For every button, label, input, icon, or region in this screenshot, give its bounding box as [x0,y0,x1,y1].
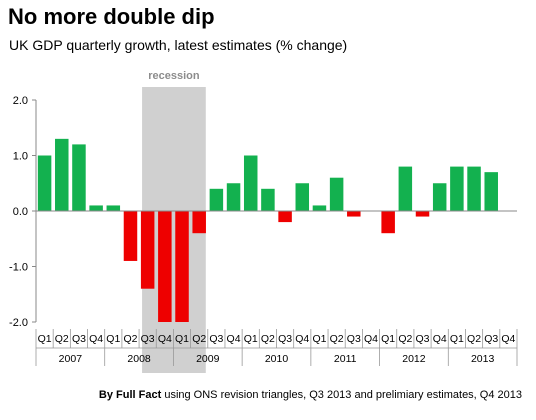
bar-2011-q2 [329,177,344,211]
bar-2010-q2 [261,188,275,211]
bar-2009-q1 [175,211,189,322]
bar-2008-q2 [123,211,138,261]
year-label: 2011 [334,353,357,365]
quarter-label: Q1 [244,333,258,345]
bar-2013-q1 [450,166,464,211]
y-tick-label: 0.0 [13,206,28,218]
source-detail: using ONS revision triangles, Q3 2013 an… [161,389,522,401]
bar-2013-q2 [467,166,481,211]
quarter-label: Q1 [106,333,120,345]
bar-2008-q3 [140,211,155,289]
bar-2009-q2 [192,211,206,234]
year-label: 2012 [402,353,426,365]
quarter-label: Q3 [72,333,86,345]
chart-subtitle: UK GDP quarterly growth, latest estimate… [9,37,348,53]
bar-2012-q4 [432,183,447,211]
quarter-label: Q1 [312,333,326,345]
quarter-label: Q4 [158,333,172,345]
quarter-label: Q2 [192,333,206,345]
quarter-label: Q2 [398,333,412,345]
bar-2011-q3 [347,211,361,217]
bar-2011-q1 [312,205,327,211]
quarter-label: Q4 [89,333,103,345]
bar-2007-q2 [55,138,69,211]
source-note: By Full Fact using ONS revision triangle… [99,389,522,401]
bar-2010-q4 [295,183,310,211]
bar-2010-q3 [278,211,292,223]
year-label: 2013 [471,353,495,365]
y-tick-label: 2.0 [13,95,28,107]
quarter-label: Q4 [227,333,241,345]
year-label: 2009 [196,353,220,365]
quarter-label: Q2 [467,333,481,345]
quarter-label: Q4 [501,333,515,345]
bar-2012-q2 [398,166,413,211]
bar-2013-q3 [484,172,498,211]
source-author: By Full Fact [98,389,162,401]
quarter-label: Q1 [175,333,189,345]
y-tick-label: -1.0 [9,262,28,274]
bar-2012-q1 [381,211,395,234]
y-tick-label: -2.0 [9,317,28,329]
bar-2007-q1 [37,155,52,211]
quarter-label: Q3 [209,333,223,345]
year-label: 2010 [265,353,289,365]
quarter-label: Q3 [141,333,155,345]
year-label: 2008 [127,353,151,365]
quarter-label: Q4 [433,333,447,345]
quarter-label: Q3 [416,333,430,345]
bar-2010-q1 [243,155,258,211]
quarter-label: Q1 [450,333,464,345]
year-label: 2007 [59,353,83,365]
quarter-label: Q2 [261,333,275,345]
bar-2008-q1 [106,205,121,211]
bar-2008-q4 [158,211,172,322]
bar-2009-q4 [226,183,241,211]
quarter-label: Q3 [347,333,361,345]
bar-2012-q3 [415,211,430,217]
bar-2007-q4 [89,205,103,211]
bar-2007-q3 [72,144,86,211]
quarter-label: Q1 [38,333,52,345]
quarter-label: Q3 [278,333,292,345]
quarter-label: Q3 [484,333,498,345]
quarter-label: Q1 [381,333,395,345]
recession-label: recession [148,70,200,82]
quarter-label: Q4 [364,333,378,345]
bar-2009-q3 [209,188,224,211]
quarter-label: Q4 [295,333,309,345]
chart-title: No more double dip [8,4,215,29]
quarter-label: Q2 [123,333,137,345]
quarter-label: Q2 [55,333,69,345]
quarter-label: Q2 [330,333,344,345]
y-tick-label: 1.0 [13,151,28,163]
